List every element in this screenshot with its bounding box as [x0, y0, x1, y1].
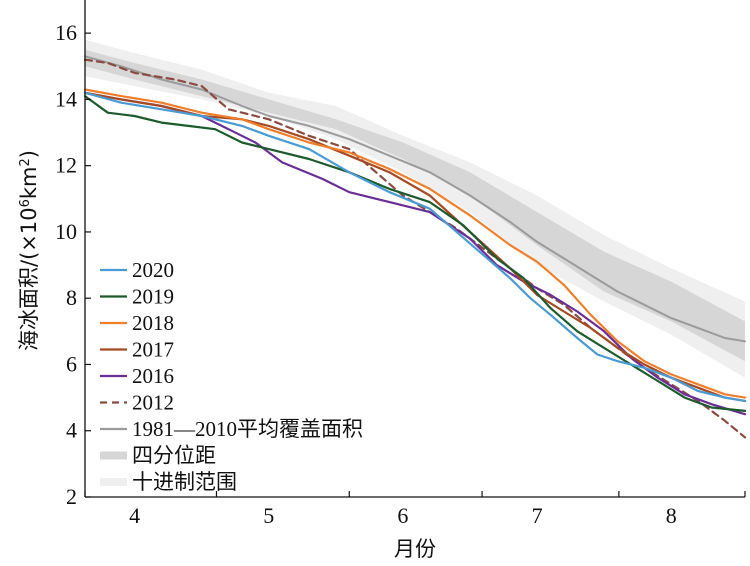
- legend-label: 2019: [132, 285, 174, 309]
- y-axis-title: 海冰面积/(×106km2): [17, 150, 41, 351]
- series-line-2012: [83, 58, 747, 439]
- legend-label: 2020: [132, 258, 174, 282]
- y-tick-label: 12: [55, 153, 77, 178]
- y-tick-label: 16: [55, 20, 77, 45]
- legend-item-1: 2019: [100, 285, 174, 309]
- y-tick-label: 14: [55, 86, 77, 111]
- legend-label: 四分位距: [132, 444, 216, 468]
- interquartile-range-band: [85, 49, 745, 362]
- legend-item-8: 十进制范围: [100, 470, 237, 494]
- legend-label: 2017: [132, 338, 174, 362]
- series-line-mean-1981-2010: [84, 55, 746, 343]
- legend-label: 1981—2010平均覆盖面积: [132, 417, 363, 441]
- y-tick-label: 8: [66, 285, 77, 310]
- legend-item-4: 2016: [100, 364, 174, 388]
- series-line-2017: [83, 91, 747, 402]
- x-tick-label-month-4: 4: [129, 503, 140, 528]
- series-line-2019: [83, 95, 747, 412]
- y-tick-label: 4: [66, 418, 77, 443]
- x-tick-label-month-8: 8: [666, 503, 677, 528]
- legend-label: 2016: [132, 364, 174, 388]
- series-lines: [83, 55, 747, 439]
- plot-frame: [84, 0, 745, 498]
- legend-label: 2012: [132, 391, 174, 415]
- y-tick-label: 10: [55, 219, 77, 244]
- series-line-2018: [83, 88, 747, 399]
- legend-item-6: 1981—2010平均覆盖面积: [100, 417, 363, 441]
- legend-item-3: 2017: [100, 338, 174, 362]
- x-tick-label-month-7: 7: [532, 503, 543, 528]
- legend-item-5: 2012: [100, 391, 174, 415]
- x-axis-ticks: 4 5 6 7 8: [84, 491, 746, 528]
- x-tick-label-month-5: 5: [263, 503, 274, 528]
- legend-item-7: 四分位距: [100, 444, 216, 468]
- legend-label: 2018: [132, 311, 174, 335]
- range-bands: [85, 39, 745, 378]
- x-axis-title: 月份: [394, 537, 436, 561]
- x-tick-label-month-6: 6: [397, 503, 408, 528]
- y-axis-ticks: 2 4 6 8 10 12 14 16: [55, 20, 91, 509]
- legend-label: 十进制范围: [132, 470, 237, 494]
- y-tick-label: 6: [66, 351, 77, 376]
- series-line-2020: [83, 91, 747, 402]
- legend-item-0: 2020: [100, 258, 174, 282]
- legend-item-2: 2018: [100, 311, 174, 335]
- y-tick-label: 2: [66, 484, 77, 509]
